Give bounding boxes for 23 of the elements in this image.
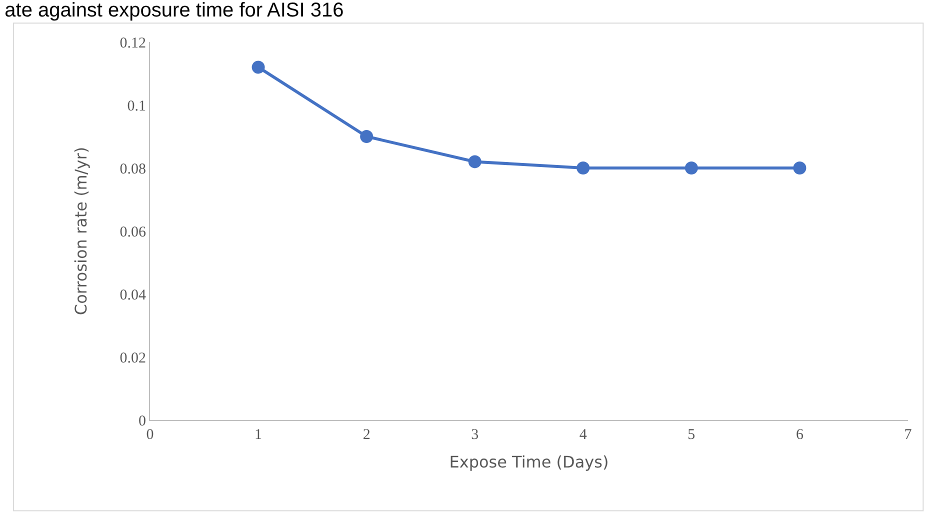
point <box>468 155 482 168</box>
y-tick-label: 0.06 <box>120 224 146 240</box>
y-tick-label: 0.02 <box>120 350 146 366</box>
point <box>576 162 590 174</box>
point <box>360 130 374 143</box>
x-tick-label: 2 <box>362 427 370 443</box>
point <box>793 162 806 174</box>
chart-title: ate against exposure time for AISI 316 <box>4 0 344 22</box>
point <box>252 60 265 74</box>
y-tick-label: 0 <box>138 413 146 430</box>
y-tick-label: 0.12 <box>120 35 146 52</box>
x-tick-label: 1 <box>254 427 262 443</box>
x-tick-label: 6 <box>796 427 804 443</box>
y-axis-title: Corrosion rate (m/yr) <box>72 146 91 316</box>
point <box>684 162 698 174</box>
y-tick-label: 0.04 <box>120 287 146 304</box>
x-tick-label: 7 <box>904 427 912 443</box>
x-tick-label: 3 <box>471 427 479 443</box>
y-tick-label: 0.1 <box>127 98 146 114</box>
y-tick-label: 0.08 <box>120 161 146 178</box>
x-tick-label: 5 <box>688 427 696 443</box>
x-axis-title: Expose Time (Days) <box>449 452 609 472</box>
x-tick-label: 4 <box>579 427 588 443</box>
